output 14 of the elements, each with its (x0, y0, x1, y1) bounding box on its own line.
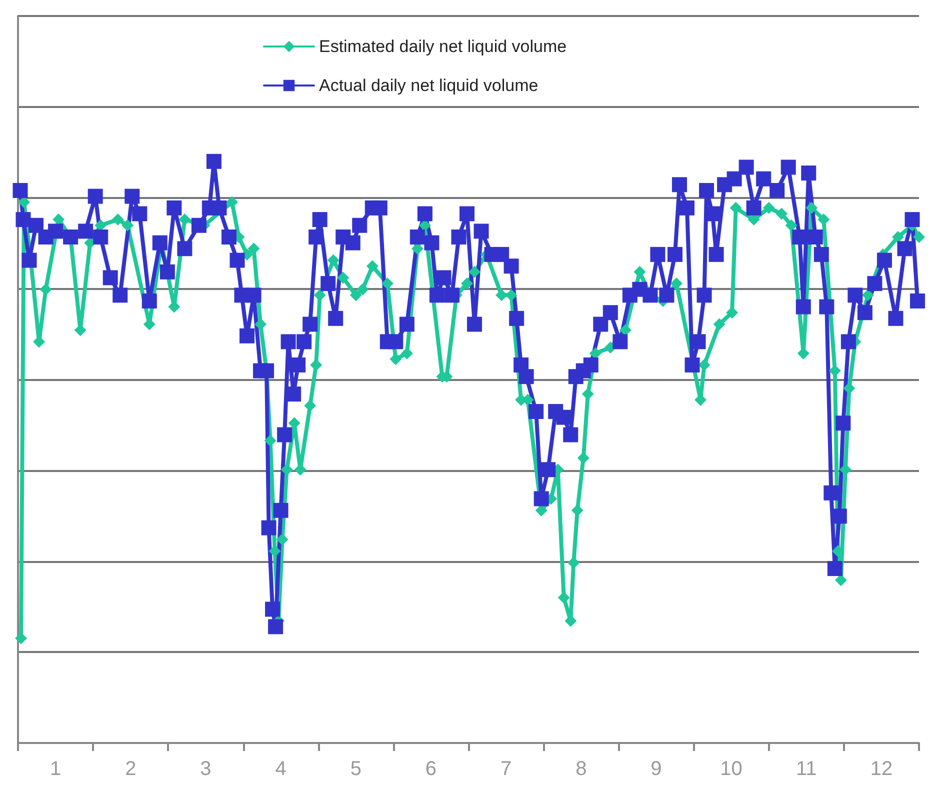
legend-label: Estimated daily net liquid volume (319, 37, 567, 56)
x-tick-label: 12 (870, 758, 893, 780)
x-tick-label: 4 (275, 758, 286, 780)
x-tick-label: 7 (500, 758, 512, 780)
x-tick-label: 5 (350, 758, 362, 780)
x-tick-label: 1 (50, 758, 62, 780)
legend-label: Actual daily net liquid volume (319, 76, 538, 95)
x-tick-label: 9 (650, 758, 662, 780)
x-tick-label: 11 (796, 758, 817, 780)
x-tick-label: 8 (576, 758, 587, 780)
x-tick-label: 3 (200, 758, 212, 780)
x-tick-label: 2 (125, 758, 136, 780)
x-tick-label: 10 (720, 758, 742, 780)
x-tick-label: 6 (425, 758, 437, 780)
